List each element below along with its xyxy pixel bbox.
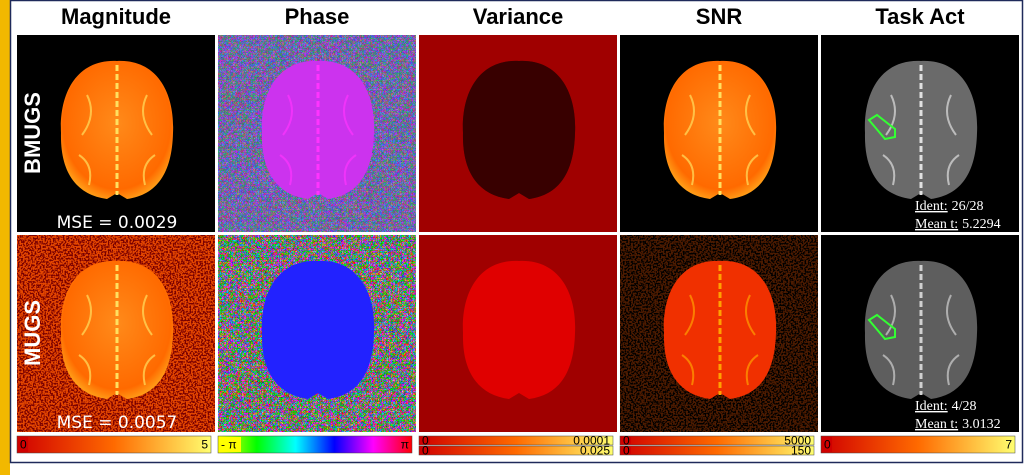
colorbar-min: - π — [221, 438, 237, 452]
image-panel — [17, 35, 215, 232]
mean-value: 5.2294 — [962, 217, 1001, 232]
colorbar — [821, 436, 1015, 453]
row-label: BMUGS — [20, 92, 45, 174]
ident-label: Ident: — [915, 199, 948, 214]
colorbar-max: 7 — [1005, 438, 1012, 452]
colorbar — [620, 446, 814, 455]
image-panel — [620, 35, 818, 232]
brain — [262, 261, 374, 399]
mean-annotation: Mean t: 3.0132 — [915, 417, 1001, 432]
column-header: Phase — [285, 4, 350, 29]
column-header: Variance — [473, 4, 564, 29]
mse-label: MSE = 0.0029 — [57, 213, 178, 233]
brain — [463, 261, 575, 399]
column-header: Magnitude — [61, 4, 171, 29]
image-panel — [218, 35, 416, 232]
brain-speckle — [463, 61, 575, 199]
ident-label: Ident: — [915, 399, 948, 414]
mse-label: MSE = 0.0057 — [57, 413, 178, 433]
ident-annotation: Ident: 4/28 — [915, 399, 977, 414]
colorbar-min: 0 — [824, 438, 831, 452]
colorbar-max: 150 — [791, 444, 811, 458]
column-header: Task Act — [875, 4, 965, 29]
image-panel — [620, 235, 818, 432]
colorbar-min: 0 — [20, 438, 27, 452]
colorbar-min: 0 — [422, 444, 429, 458]
column-header: SNR — [696, 4, 743, 29]
row-label: MUGS — [20, 300, 45, 366]
image-panel — [218, 235, 416, 432]
mean-value: 3.0132 — [962, 417, 1001, 432]
side-strip — [0, 0, 10, 475]
colorbar-max: 0.025 — [580, 444, 610, 458]
mean-label: Mean t: — [915, 217, 958, 232]
colorbar — [17, 436, 211, 453]
colorbar-max: 5 — [201, 438, 208, 452]
image-panel — [419, 35, 617, 232]
colorbar-max: π — [401, 438, 409, 452]
page: Magnitude Phase Variance SNR Task Act BMUGS MS… — [0, 0, 1024, 475]
mean-annotation: Mean t: 5.2294 — [915, 217, 1001, 232]
mean-label: Mean t: — [915, 417, 958, 432]
colorbar-min: 0 — [623, 444, 630, 458]
image-panel — [419, 235, 617, 432]
figure: Magnitude Phase Variance SNR Task Act BMUGS MS… — [0, 0, 1024, 475]
ident-value: 4/28 — [952, 399, 977, 414]
colorbar — [218, 436, 412, 453]
image-panel — [17, 235, 215, 432]
ident-value: 26/28 — [952, 199, 984, 214]
